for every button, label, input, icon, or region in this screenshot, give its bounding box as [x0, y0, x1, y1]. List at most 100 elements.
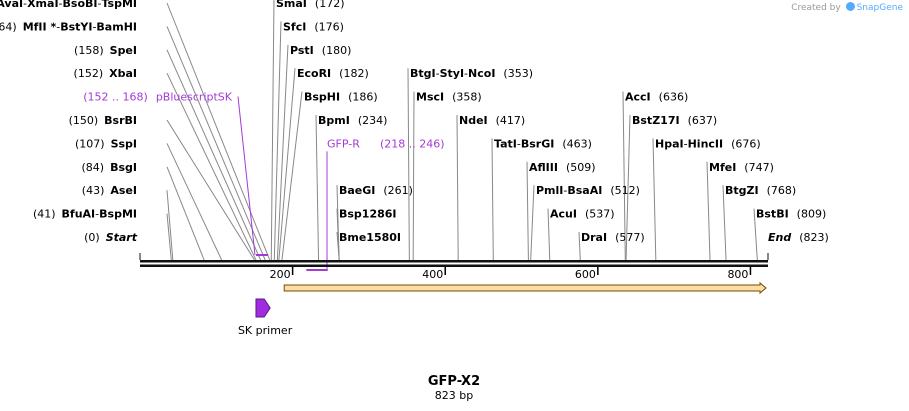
enzyme-name: AvaI: [0, 0, 23, 10]
enzyme-name: TspMI: [101, 0, 137, 10]
site-connector: [278, 68, 296, 261]
site-connector: [491, 138, 494, 261]
enzyme-name: XmaI: [27, 0, 58, 10]
site-connector: [622, 91, 626, 261]
site-connector: [412, 91, 415, 261]
enzyme-site-label: (43) AseI: [82, 184, 137, 197]
primer-features: pBluescriptSK (152 .. 168) GFP-R (218 .. 24…: [83, 91, 445, 271]
enzyme-name: BstZ17I: [632, 114, 680, 127]
primer-range: (152 .. 168): [83, 91, 148, 104]
label-separator: -: [98, 0, 102, 10]
enzyme-name: BsaAI: [567, 184, 602, 197]
enzyme-name: SpeI: [110, 44, 137, 57]
site-connector: [166, 143, 223, 261]
site-connector: [166, 190, 174, 261]
enzyme-name: BstBI: [756, 208, 789, 221]
primer-feature: pBluescriptSK (152 .. 168): [83, 91, 269, 256]
cds-arrow: [283, 281, 767, 295]
enzyme-name: End: [768, 231, 791, 244]
site-connector: [166, 2, 271, 261]
enzyme-name: MscI: [416, 91, 444, 104]
enzyme-site-label: (41) BfuAI - BspMI: [33, 208, 137, 221]
enzyme-name: BsgI: [110, 161, 137, 174]
backbone: [139, 253, 769, 267]
snapgene-credit: Created by SnapGene: [791, 2, 903, 13]
site-connector: [270, 0, 275, 261]
site-position: (182): [339, 67, 369, 80]
enzyme-site-label: End (823): [768, 231, 829, 244]
sk-primer-arrow: [255, 298, 271, 318]
site-position: (84): [82, 161, 105, 174]
label-separator: -: [436, 67, 440, 80]
enzyme-name: XbaI: [109, 67, 137, 80]
site-position: (234): [358, 114, 388, 127]
site-position: (186): [348, 91, 378, 104]
enzyme-site-label: HpaI - HincII (676): [655, 137, 761, 150]
enzyme-name: MfII *: [23, 20, 57, 33]
enzyme-name: SfcI: [283, 20, 306, 33]
site-connector: [166, 49, 262, 261]
snapgene-logo-icon: [845, 2, 855, 11]
site-position: (463): [562, 137, 592, 150]
enzyme-site-label: MfeI (747): [709, 161, 774, 174]
site-lines: [166, 0, 758, 261]
primer-feature: GFP-R (218 .. 246): [306, 137, 445, 271]
site-connector: [722, 185, 727, 261]
credit-brand: SnapGene: [856, 3, 903, 13]
enzyme-site-label: (150) BsrBI: [69, 114, 137, 127]
enzyme-site-label: SmaI (172): [276, 0, 345, 10]
map-title: GFP-X2: [428, 374, 480, 389]
site-position: (261): [383, 184, 413, 197]
enzyme-name: BtgZI: [725, 184, 759, 197]
enzyme-name: AccI: [625, 91, 651, 104]
enzyme-site-label: BaeGI (261): [339, 184, 413, 197]
sk-primer-feature: SK primer: [238, 298, 293, 337]
credit-prefix: Created by: [791, 3, 841, 13]
enzyme-name: TatI: [494, 137, 517, 150]
site-position: (164): [0, 20, 17, 33]
site-position: (823): [799, 231, 829, 244]
enzyme-name: HincII: [688, 137, 724, 150]
label-separator: -: [59, 0, 63, 10]
enzyme-site-label: Bme1580I: [339, 231, 401, 244]
primer-name: GFP-R: [327, 137, 360, 150]
site-position: (577): [615, 231, 645, 244]
enzyme-site-label: (170)AvaI - XmaI - BsoBI - TspMI: [0, 0, 137, 10]
site-connector: [166, 166, 205, 261]
site-position: (107): [75, 137, 105, 150]
enzyme-name: AseI: [110, 184, 137, 197]
enzyme-name: BsrBI: [104, 114, 137, 127]
label-separator: -: [92, 20, 96, 33]
site-position: (0): [84, 231, 100, 244]
enzyme-site-label: (152) XbaI: [74, 67, 137, 80]
enzyme-site-label: BpmI (234): [318, 114, 387, 127]
enzyme-site-label: BtgZI (768): [725, 184, 796, 197]
enzyme-site-label: PmlI - BsaAI (512): [536, 184, 640, 197]
enzyme-name: AflIII: [529, 161, 558, 174]
label-separator: -: [684, 137, 688, 150]
enzyme-site-label: BstZ17I (637): [632, 114, 717, 127]
enzyme-site-label: AflIII (509): [529, 161, 596, 174]
enzyme-name: BfuAI: [62, 208, 96, 221]
enzyme-site-label: EcoRI (182): [297, 67, 369, 80]
site-position: (172): [315, 0, 345, 10]
enzyme-name: SmaI: [276, 0, 307, 10]
site-position: (676): [731, 137, 761, 150]
site-connector: [166, 72, 257, 261]
enzyme-site-label: TatI - BsrGI (463): [494, 137, 592, 150]
site-position: (636): [659, 91, 689, 104]
site-position: (353): [503, 67, 533, 80]
enzyme-site-label: DraI (577): [581, 231, 645, 244]
ruler-ticks: 200 400 600 800: [270, 267, 752, 281]
site-position: (180): [322, 44, 352, 57]
enzyme-name: Bme1580I: [339, 231, 401, 244]
ruler-tick-label: 200: [270, 268, 291, 281]
enzyme-name: BspMI: [99, 208, 137, 221]
enzyme-name: BsoBI: [63, 0, 98, 10]
enzyme-site-label: (158) SpeI: [74, 44, 137, 57]
site-position: (152): [74, 67, 104, 80]
site-position: (512): [610, 184, 640, 197]
sk-primer-label: SK primer: [238, 324, 293, 337]
enzyme-name: NcoI: [468, 67, 495, 80]
